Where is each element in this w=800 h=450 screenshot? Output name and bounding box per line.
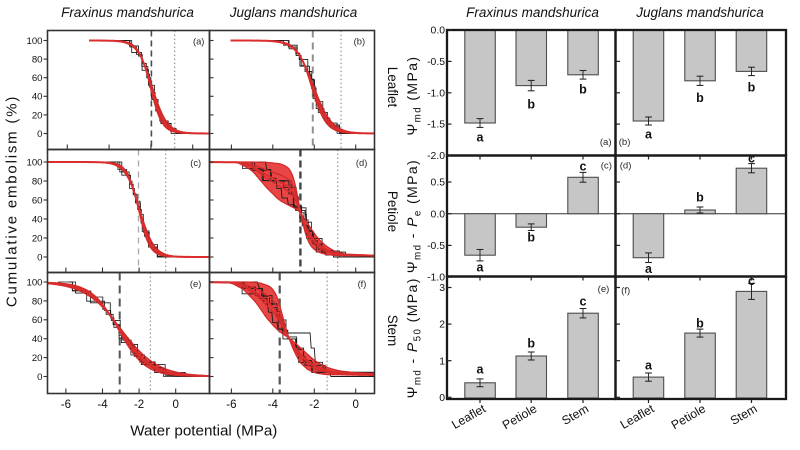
svg-text:b: b	[696, 91, 704, 105]
svg-text:b: b	[527, 337, 535, 351]
svg-text:(b): (b)	[619, 137, 631, 148]
svg-text:0: 0	[37, 129, 42, 140]
svg-text:0: 0	[172, 399, 178, 411]
svg-text:0.5: 0.5	[431, 178, 446, 189]
svg-text:Juglans mandshurica: Juglans mandshurica	[229, 5, 358, 20]
svg-text:a: a	[645, 359, 653, 373]
svg-text:Stem: Stem	[385, 315, 400, 347]
svg-text:Petiole: Petiole	[385, 191, 400, 232]
svg-text:80: 80	[32, 296, 43, 307]
svg-text:(e): (e)	[190, 278, 201, 289]
svg-text:c: c	[748, 274, 755, 288]
svg-text:-1.5: -1.5	[427, 120, 445, 131]
svg-text:a: a	[477, 131, 485, 145]
svg-text:Ψmd - P50 (MPa): Ψmd - P50 (MPa)	[404, 277, 423, 398]
svg-text:-0.5: -0.5	[427, 241, 445, 252]
svg-text:-2: -2	[309, 399, 319, 411]
svg-text:a: a	[477, 363, 485, 377]
svg-text:-4: -4	[268, 399, 279, 411]
svg-text:40: 40	[32, 334, 43, 345]
svg-text:0: 0	[352, 399, 358, 411]
svg-text:Fraxinus mandshurica: Fraxinus mandshurica	[61, 5, 194, 20]
svg-text:-4: -4	[97, 399, 108, 411]
svg-text:a: a	[645, 128, 653, 142]
svg-text:40: 40	[32, 92, 43, 103]
svg-text:b: b	[527, 231, 535, 245]
svg-text:(b): (b)	[354, 36, 365, 47]
svg-text:b: b	[527, 98, 535, 112]
svg-text:(f): (f)	[358, 278, 367, 289]
svg-text:-1.0: -1.0	[427, 88, 445, 99]
svg-text:0: 0	[37, 252, 42, 263]
svg-text:3: 3	[439, 283, 445, 294]
svg-text:a: a	[645, 262, 653, 276]
svg-text:-2: -2	[134, 399, 144, 411]
svg-text:b: b	[579, 83, 587, 97]
svg-text:20: 20	[32, 110, 43, 121]
svg-text:Cumulative embolism (%): Cumulative embolism (%)	[4, 95, 21, 307]
svg-text:c: c	[580, 159, 587, 173]
svg-text:40: 40	[32, 214, 43, 225]
svg-text:-1.0: -1.0	[427, 273, 445, 284]
svg-text:(a): (a)	[193, 35, 204, 46]
svg-text:80: 80	[32, 55, 43, 66]
svg-text:20: 20	[32, 353, 43, 364]
svg-text:80: 80	[32, 176, 43, 187]
svg-text:20: 20	[32, 233, 43, 244]
svg-text:0.0: 0.0	[431, 26, 446, 37]
svg-text:(f): (f)	[621, 286, 630, 297]
svg-text:(c): (c)	[190, 157, 201, 168]
svg-text:(d): (d)	[356, 157, 367, 168]
svg-text:b: b	[748, 81, 756, 95]
svg-text:100: 100	[26, 277, 42, 288]
svg-text:0: 0	[37, 372, 42, 383]
svg-text:Juglans mandshurica: Juglans mandshurica	[635, 5, 764, 20]
svg-text:60: 60	[32, 73, 43, 84]
svg-text:-6: -6	[226, 399, 236, 411]
svg-text:0.0: 0.0	[431, 209, 446, 220]
svg-text:(e): (e)	[598, 284, 610, 295]
svg-text:100: 100	[26, 157, 42, 168]
svg-text:Ψmd - Pe (MPa): Ψmd - Pe (MPa)	[404, 159, 423, 273]
svg-text:Fraxinus mandshurica: Fraxinus mandshurica	[466, 5, 599, 20]
svg-text:1: 1	[439, 356, 445, 367]
svg-text:-6: -6	[61, 399, 71, 411]
svg-text:2: 2	[439, 320, 445, 331]
svg-text:60: 60	[32, 315, 43, 326]
svg-text:b: b	[696, 317, 704, 331]
svg-text:b: b	[696, 191, 704, 205]
svg-text:(a): (a)	[600, 137, 612, 148]
svg-text:(d): (d)	[620, 161, 632, 172]
svg-text:a: a	[477, 261, 485, 275]
svg-text:c: c	[580, 295, 587, 309]
svg-text:(c): (c)	[601, 161, 612, 172]
svg-text:0: 0	[439, 393, 445, 404]
svg-text:100: 100	[26, 36, 42, 47]
svg-text:Leaflet: Leaflet	[385, 67, 400, 108]
svg-text:-2.0: -2.0	[427, 151, 445, 162]
svg-text:60: 60	[32, 195, 43, 206]
svg-text:-0.5: -0.5	[427, 57, 445, 68]
svg-text:Water potential (MPa): Water potential (MPa)	[130, 422, 277, 439]
